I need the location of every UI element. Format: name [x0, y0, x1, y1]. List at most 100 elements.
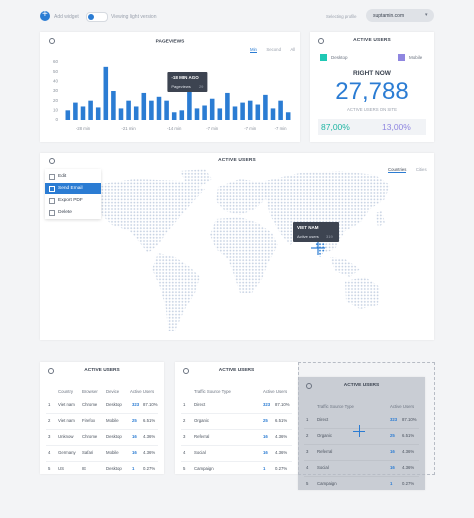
- table-cell: 323: [263, 402, 271, 407]
- table-cell: Social: [194, 450, 206, 455]
- row-divider: [304, 460, 419, 461]
- map-card: ACTIVE USERS Countries Cities Edit Send E…: [40, 153, 434, 340]
- profile-label: Selecting profile: [326, 14, 357, 19]
- x-tick-label: -21 min: [121, 126, 136, 131]
- row-divider: [304, 428, 419, 429]
- bar: [111, 91, 116, 120]
- tooltip-title: -18 MIN AGO: [171, 75, 199, 80]
- bar: [285, 112, 291, 120]
- table-cell: IE: [82, 466, 87, 471]
- row-divider: [46, 429, 158, 430]
- table-cell: 1: [390, 481, 393, 486]
- bar: [80, 106, 86, 120]
- bar: [156, 96, 162, 120]
- table-cell: 3: [183, 434, 186, 439]
- tooltip-title: VIET NAM: [297, 225, 319, 230]
- tab[interactable]: All: [290, 47, 296, 52]
- column-header: Traffic Source Type: [317, 404, 354, 409]
- active-now-card: ACTIVE USERS Desktop Mobile RIGHT NOW 27,…: [310, 32, 434, 142]
- table-cell: 6.51%: [143, 418, 156, 423]
- bar: [263, 94, 268, 120]
- legend-swatch: [320, 54, 327, 61]
- menu-item[interactable]: Export PDF: [45, 195, 101, 206]
- bar: [179, 110, 185, 120]
- card-title: ACTIVE USERS: [218, 368, 255, 373]
- pageviews-chart: PAGEVIEWS 0 10 20 30 40 50 60 -28 min -21 min -14…: [53, 38, 291, 131]
- row-divider: [304, 444, 419, 445]
- settings-icon[interactable]: [49, 158, 55, 164]
- bar: [247, 100, 253, 120]
- column-header: Active Users: [390, 404, 415, 409]
- move-cursor: [311, 241, 325, 255]
- menu-item[interactable]: Delete: [45, 207, 101, 218]
- tab[interactable]: Min: [250, 47, 257, 53]
- y-tick-label: 0: [55, 117, 58, 122]
- table-cell: Direct: [317, 417, 329, 422]
- bar: [240, 102, 245, 120]
- table-cell: Referral: [317, 449, 333, 454]
- menu-item[interactable]: Send Email: [45, 183, 101, 194]
- bar: [88, 100, 93, 120]
- bar: [164, 100, 169, 120]
- table-cell: Referral: [194, 434, 210, 439]
- add-widget-button[interactable]: +: [40, 10, 50, 21]
- x-tick-label: -7 min: [244, 126, 257, 131]
- legend-label: Desktop: [331, 55, 348, 60]
- settings-icon[interactable]: [306, 383, 312, 389]
- table-cell: Desktop: [106, 402, 122, 407]
- table-cell: 0.27%: [402, 481, 415, 486]
- table-cell: 25: [132, 418, 137, 423]
- bar: [133, 106, 139, 120]
- column-header: Browser: [82, 389, 98, 394]
- table-cell: 87.10%: [275, 402, 290, 407]
- y-tick-label: 20: [53, 98, 59, 103]
- table-cell: Direct: [194, 402, 206, 407]
- card-title: ACTIVE USERS: [218, 158, 256, 163]
- desktop-share: 87,00%: [321, 122, 350, 132]
- profile-select[interactable]: suptamin.com ▾: [366, 9, 434, 22]
- add-widget-label[interactable]: Add widget: [54, 14, 79, 20]
- table-cell: Mobile: [106, 418, 119, 423]
- card-title: ACTIVE USERS: [353, 38, 391, 43]
- bar: [141, 92, 147, 120]
- table-cell: 323: [390, 417, 398, 422]
- table-cell: Safari: [82, 450, 94, 455]
- tooltip-box: [167, 72, 208, 92]
- tab[interactable]: Countries: [388, 167, 407, 173]
- table-cell: Campaign: [317, 481, 337, 486]
- y-tick-label: 30: [53, 88, 59, 93]
- tab[interactable]: Second: [266, 47, 281, 52]
- settings-icon[interactable]: [183, 368, 189, 374]
- legend-swatch: [398, 54, 405, 61]
- table-cell: 323: [132, 402, 140, 407]
- card-title: ACTIVE USERS: [84, 368, 120, 373]
- bar: [73, 102, 78, 120]
- view-toggle[interactable]: [86, 12, 108, 22]
- chart-title: PAGEVIEWS: [156, 38, 185, 44]
- shares-bar: 87,00% 13,00%: [318, 119, 426, 135]
- table-cell: Chrome: [82, 402, 98, 407]
- tab[interactable]: Cities: [415, 167, 427, 172]
- table-cell: 25: [390, 433, 395, 438]
- settings-icon[interactable]: [318, 38, 324, 44]
- menu-item[interactable]: Edit: [45, 171, 101, 182]
- bar: [255, 104, 261, 120]
- pageviews-card: Min Second All PAGEVIEWS 0 10 20 30 40 50 60 -2…: [40, 32, 300, 142]
- row-divider: [181, 461, 292, 462]
- move-cursor-h: [353, 431, 365, 433]
- table-cell: 6.51%: [402, 433, 415, 438]
- menu-icon: [49, 198, 55, 204]
- table-cell: 4.36%: [402, 449, 415, 454]
- row-divider: [181, 445, 292, 446]
- settings-icon[interactable]: [49, 38, 55, 44]
- table-cell: 16: [132, 450, 137, 455]
- table-cell: 3: [306, 449, 309, 454]
- table-cell: Organic: [317, 433, 333, 438]
- menu-icon: [49, 210, 55, 216]
- y-tick-label: 40: [53, 79, 59, 84]
- settings-icon[interactable]: [48, 368, 54, 374]
- table-card: ACTIVE USERS Country Browser Device Active U…: [40, 362, 164, 474]
- table-cell: US: [58, 466, 64, 471]
- chart-tooltip: -18 MIN AGO Pageviews 29: [167, 72, 208, 92]
